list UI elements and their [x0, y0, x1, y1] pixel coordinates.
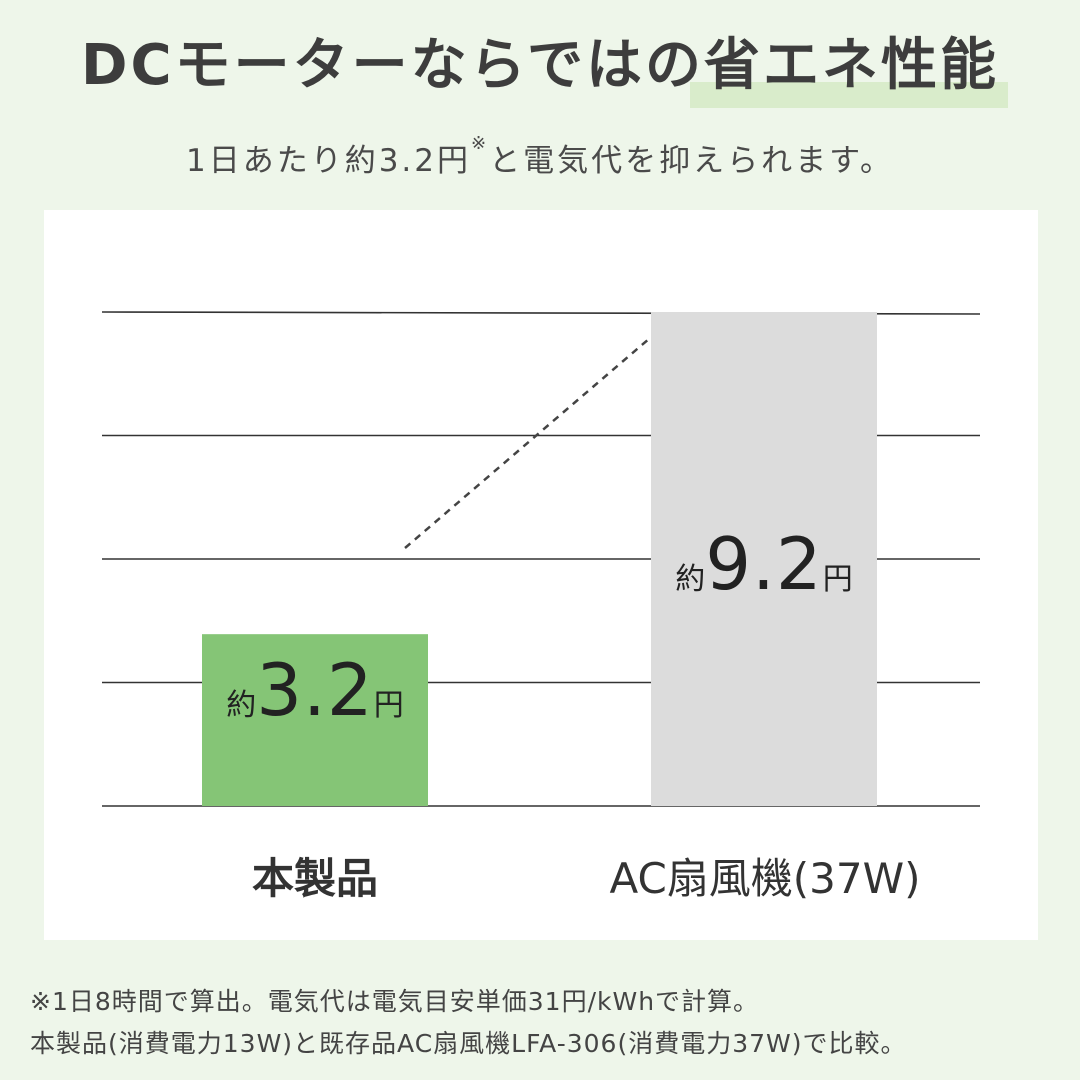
- subtitle-main: 1日あたり約3.2円: [185, 143, 472, 179]
- page-subtitle: 1日あたり約3.2円※と電気代を抑えられます。: [0, 133, 1080, 180]
- bar-value-label-1: 約9.2円: [651, 522, 877, 606]
- comparison-dashed-line: [404, 337, 651, 549]
- bar-value-label-0: 約3.2円: [202, 648, 428, 732]
- title-wrap: DCモーターならではの省エネ性能: [0, 38, 1080, 94]
- value-number: 3.2: [256, 648, 374, 732]
- value-prefix: 約: [226, 688, 257, 723]
- bar-0: [202, 634, 428, 806]
- value-number: 9.2: [705, 522, 823, 606]
- footnote-1: ※1日8時間で算出。電気代は電気目安単価31円/kWhで計算。: [30, 987, 760, 1016]
- page-title: DCモーターならではの省エネ性能: [81, 33, 999, 98]
- category-label-0: 本製品: [251, 854, 378, 903]
- category-label-1: AC扇風機(37W): [609, 854, 921, 903]
- bar-1: [651, 312, 877, 806]
- value-suffix: 円: [822, 562, 853, 597]
- subtitle-footnote-mark: ※: [471, 133, 490, 154]
- value-prefix: 約: [675, 562, 706, 597]
- footnote-2: 本製品(消費電力13W)と既存品AC扇風機LFA-306(消費電力37W)で比較…: [30, 1029, 907, 1058]
- title-highlight: [690, 82, 1008, 108]
- subtitle-rest: と電気代を抑えられます。: [489, 143, 895, 179]
- value-suffix: 円: [373, 688, 404, 723]
